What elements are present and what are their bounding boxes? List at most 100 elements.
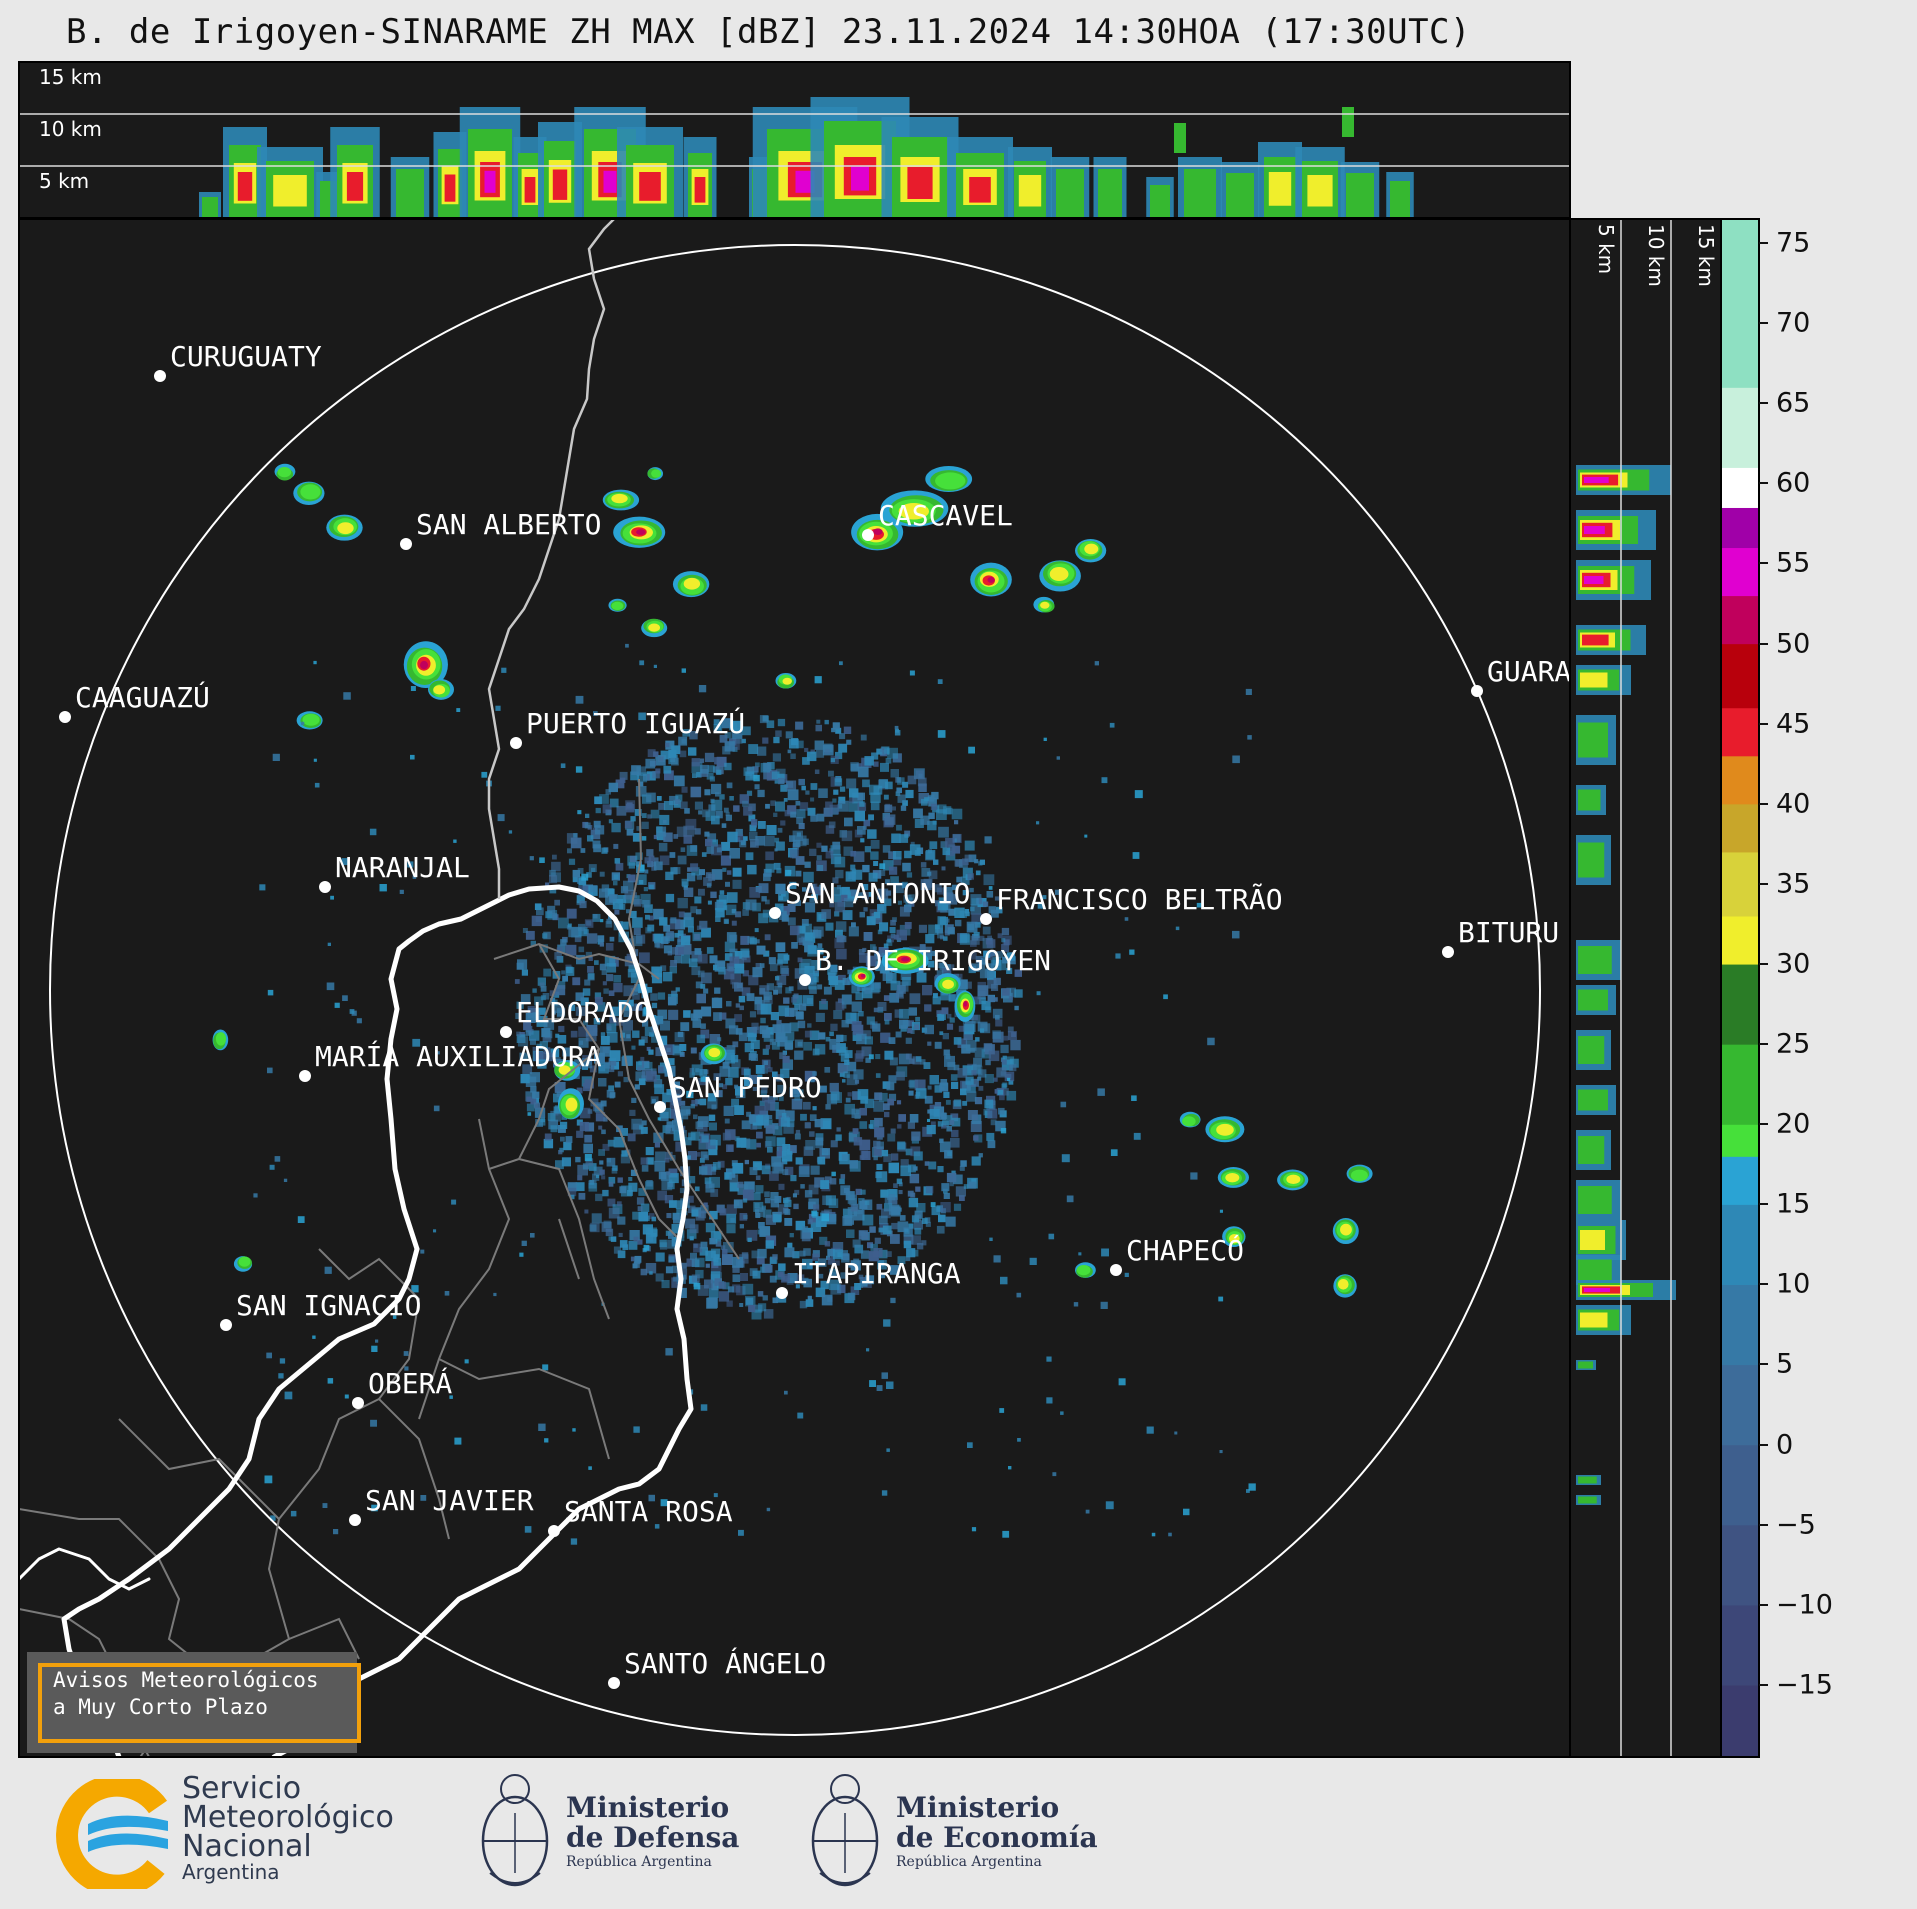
- side-height-label-5km: 5 km: [1594, 224, 1618, 275]
- colorbar-tick-label: 75: [1776, 227, 1811, 259]
- smn-logo-text: Servicio Meteorológico Nacional Argentin…: [182, 1771, 394, 1884]
- city-dot: [1110, 1264, 1122, 1276]
- side-cross-section-panel: [1570, 219, 1720, 1757]
- city-label: SAN IGNACIO: [236, 1289, 421, 1322]
- radar-map-panel: CURUGUATY SAN ALBERTO CASCAVEL CAAGUAZÚ GUAR…: [19, 219, 1570, 1757]
- city-label: SANTO ÁNGELO: [624, 1646, 826, 1680]
- colorbar-segment: [1721, 851, 1759, 917]
- colorbar-segment: [1721, 803, 1759, 853]
- city-label: PUERTO IGUAZÚ: [526, 706, 745, 740]
- colorbar-tick-mark: [1759, 402, 1768, 405]
- city-labels: CURUGUATY SAN ALBERTO CASCAVEL CAAGUAZÚ GUAR…: [75, 340, 1570, 1680]
- colorbar-tick-mark: [1759, 962, 1768, 965]
- city-label: CASCAVEL: [878, 499, 1013, 532]
- city-dot: [319, 881, 331, 893]
- colorbar-tick-mark: [1759, 1683, 1768, 1686]
- colorbar-tick-label: 30: [1776, 948, 1811, 980]
- colorbar-tick-label: −10: [1776, 1589, 1833, 1621]
- city-dot: [799, 974, 811, 986]
- city-dot: [548, 1525, 560, 1537]
- colorbar-tick-mark: [1759, 1203, 1768, 1206]
- colorbar-tick-label: 5: [1776, 1348, 1794, 1380]
- colorbar-segment: [1721, 755, 1759, 805]
- side-cross-section: [1576, 219, 1676, 1757]
- colorbar-segment: [1721, 1124, 1759, 1157]
- colorbar-segment: [1721, 507, 1759, 549]
- city-dot: [510, 737, 522, 749]
- top-cross-section: [19, 97, 1570, 217]
- city-dot: [654, 1101, 666, 1113]
- colorbar-tick-label: 15: [1776, 1188, 1811, 1220]
- city-label: SAN PEDRO: [670, 1071, 822, 1104]
- colorbar-tick-mark: [1759, 802, 1768, 805]
- colorbar-segment: [1721, 1204, 1759, 1285]
- city-dot: [299, 1070, 311, 1082]
- colorbar-tick-mark: [1759, 562, 1768, 565]
- city-label: MARÍA AUXILIADORA: [315, 1039, 602, 1073]
- top-cross-section-echoes: [199, 97, 1414, 217]
- city-dot: [1442, 946, 1454, 958]
- colorbar-tick-label: 40: [1776, 788, 1811, 820]
- city-label: ITAPIRANGA: [792, 1257, 961, 1290]
- height-label-15km: 15 km: [39, 65, 102, 89]
- colorbar-segment: [1721, 643, 1759, 709]
- city-label: CHAPECÓ: [1126, 1233, 1244, 1267]
- colorbar-tick-mark: [1759, 882, 1768, 885]
- colorbar-segment: [1721, 387, 1759, 468]
- colorbar-tick-mark: [1759, 322, 1768, 325]
- economia-logo-text: Ministerio de Economía República Argenti…: [896, 1791, 1098, 1871]
- city-dot: [154, 370, 166, 382]
- colorbar-segment: [1721, 595, 1759, 645]
- colorbar-tick-label: 50: [1776, 628, 1811, 660]
- warning-line-1: Avisos Meteorológicos: [53, 1668, 319, 1692]
- radar-map: CURUGUATY SAN ALBERTO CASCAVEL CAAGUAZÚ GUAR…: [19, 219, 1570, 1757]
- colorbar-tick-mark: [1759, 1283, 1768, 1286]
- warning-badge: Avisos Meteorológicos a Muy Corto Plazo: [27, 1652, 361, 1753]
- colorbar-segment: [1721, 1364, 1759, 1446]
- city-dot: [400, 538, 412, 550]
- radar-range-ring: [49, 244, 1541, 1736]
- department-boundaries: [19, 778, 740, 1757]
- side-height-label-10km: 10 km: [1644, 224, 1668, 287]
- colorbar-segment: [1721, 963, 1759, 1045]
- colorbar-segment: [1721, 1044, 1759, 1125]
- colorbar-tick-mark: [1759, 1363, 1768, 1366]
- top-cross-section-panel: 15 km 10 km 5 km: [19, 62, 1570, 217]
- city-dot: [769, 907, 781, 919]
- colorbar-tick-label: 65: [1776, 387, 1811, 419]
- city-dot: [59, 711, 71, 723]
- side-height-label-15km: 15 km: [1694, 224, 1718, 287]
- footer-logos: Servicio Meteorológico Nacional Argentin…: [0, 1757, 1917, 1909]
- city-label: B. DE IRIGOYEN: [815, 944, 1051, 977]
- colorbar-segment: [1721, 1604, 1759, 1686]
- city-label: SAN ALBERTO: [416, 508, 601, 541]
- city-dot: [349, 1514, 361, 1526]
- city-label: SAN ANTONIO: [785, 877, 970, 910]
- colorbar-segment: [1721, 707, 1759, 757]
- colorbar-segment: [1721, 467, 1759, 508]
- colorbar-tick-mark: [1759, 482, 1768, 485]
- parana-river-border: [487, 219, 616, 899]
- colorbar-tick-label: 45: [1776, 708, 1811, 740]
- city-dot: [862, 529, 874, 541]
- city-label: ELDORADO: [516, 996, 651, 1029]
- warning-line-2: a Muy Corto Plazo: [53, 1695, 268, 1719]
- city-label: NARANJAL: [335, 851, 470, 884]
- city-dot: [776, 1287, 788, 1299]
- colorbar-tick-mark: [1759, 1603, 1768, 1606]
- colorbar-tick-mark: [1759, 722, 1768, 725]
- city-label: OBERÁ: [368, 1366, 452, 1400]
- colorbar-tick-label: −15: [1776, 1669, 1833, 1701]
- city-dot: [608, 1677, 620, 1689]
- colorbar-tick-mark: [1759, 1043, 1768, 1046]
- side-cross-section-echoes: [1576, 465, 1676, 1505]
- colorbar-segment: [1721, 1524, 1759, 1606]
- colorbar-segment: [1721, 1156, 1759, 1205]
- city-label: SANTA ROSA: [564, 1495, 733, 1528]
- city-label: CAAGUAZÚ: [75, 680, 210, 714]
- colorbar-tick-label: 60: [1776, 467, 1811, 499]
- height-label-5km: 5 km: [39, 169, 90, 193]
- height-label-10km: 10 km: [39, 117, 102, 141]
- colorbar-tick-label: 70: [1776, 307, 1811, 339]
- colorbar-tick-mark: [1759, 1443, 1768, 1446]
